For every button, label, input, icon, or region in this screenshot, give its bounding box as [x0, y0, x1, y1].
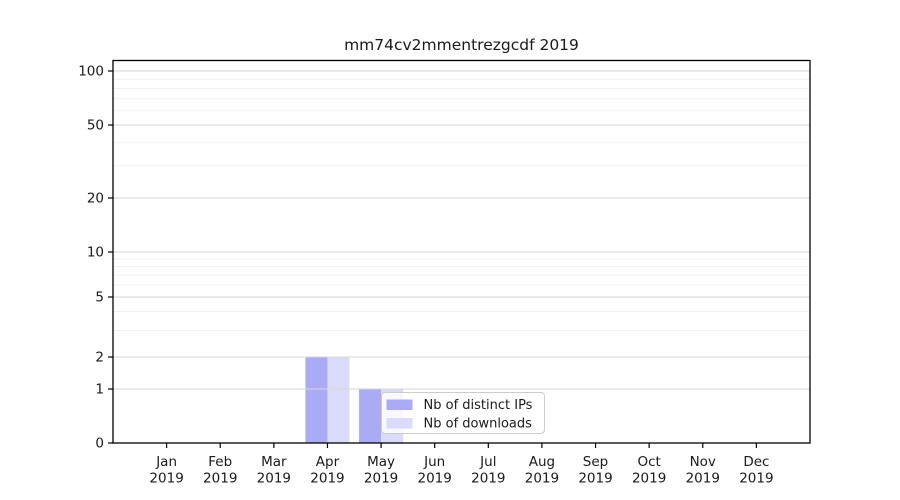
x-tick-year-label: 2019: [578, 471, 612, 487]
y-tick-label: 100: [78, 64, 104, 80]
minor-gridlines: [113, 78, 810, 331]
major-gridlines: [113, 70, 810, 390]
x-tick-label: Jul: [479, 454, 496, 470]
x-tick-label: Jun: [423, 454, 445, 470]
bar-apr-series1: [327, 357, 350, 443]
legend-swatch: [386, 418, 413, 429]
x-tick-label: Mar: [261, 454, 287, 470]
x-axis: Jan2019Feb2019Mar2019Apr2019May2019Jun20…: [149, 443, 774, 487]
x-tick-label: Sep: [583, 454, 608, 470]
x-tick-year-label: 2019: [203, 471, 237, 487]
x-tick-label: Dec: [743, 454, 769, 470]
x-tick-year-label: 2019: [149, 471, 183, 487]
x-tick-year-label: 2019: [632, 471, 666, 487]
legend-label: Nb of downloads: [424, 417, 533, 432]
legend: Nb of distinct IPs Nb of downloads: [381, 392, 545, 434]
y-tick-label: 1: [95, 382, 104, 398]
x-tick-year-label: 2019: [686, 471, 720, 487]
x-tick-year-label: 2019: [418, 471, 452, 487]
y-tick-label: 20: [87, 191, 104, 207]
x-tick-label: Oct: [637, 454, 660, 470]
x-tick-label: May: [367, 454, 395, 470]
bar-apr-series0: [305, 357, 328, 443]
x-tick-label: Apr: [316, 454, 340, 470]
x-tick-year-label: 2019: [257, 471, 291, 487]
x-tick-label: Aug: [529, 454, 555, 470]
x-tick-year-label: 2019: [525, 471, 559, 487]
y-tick-label: 10: [87, 245, 104, 261]
x-tick-label: Jan: [155, 454, 177, 470]
legend-box: [381, 392, 545, 434]
x-tick-year-label: 2019: [739, 471, 773, 487]
chart-title: mm74cv2mmentrezgcdf 2019: [344, 36, 579, 54]
x-tick-year-label: 2019: [471, 471, 505, 487]
y-tick-label: 0: [95, 436, 104, 452]
legend-swatch: [386, 399, 413, 410]
legend-label: Nb of distinct IPs: [424, 398, 533, 413]
y-tick-label: 2: [95, 350, 104, 366]
x-tick-year-label: 2019: [364, 471, 398, 487]
x-tick-year-label: 2019: [310, 471, 344, 487]
y-tick-label: 50: [87, 118, 104, 134]
bar-may-series0: [359, 389, 382, 443]
y-tick-label: 5: [95, 290, 104, 306]
x-tick-label: Feb: [208, 454, 232, 470]
x-tick-label: Nov: [690, 454, 716, 470]
